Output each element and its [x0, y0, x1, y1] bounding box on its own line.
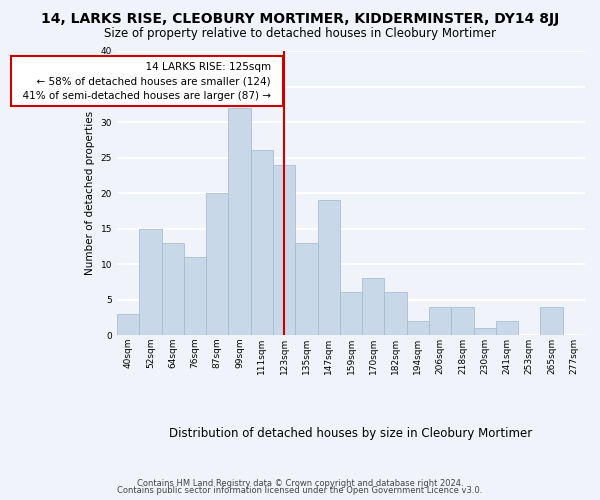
Bar: [206, 193, 229, 335]
Bar: [407, 321, 429, 335]
Bar: [496, 321, 518, 335]
Bar: [385, 292, 407, 335]
Text: 14 LARKS RISE: 125sqm  
  ← 58% of detached houses are smaller (124)  
  41% of : 14 LARKS RISE: 125sqm ← 58% of detached …: [16, 62, 278, 102]
Y-axis label: Number of detached properties: Number of detached properties: [85, 111, 95, 275]
Text: 14, LARKS RISE, CLEOBURY MORTIMER, KIDDERMINSTER, DY14 8JJ: 14, LARKS RISE, CLEOBURY MORTIMER, KIDDE…: [41, 12, 559, 26]
Text: Contains HM Land Registry data © Crown copyright and database right 2024.: Contains HM Land Registry data © Crown c…: [137, 478, 463, 488]
Bar: [139, 228, 161, 335]
Bar: [251, 150, 273, 335]
Bar: [317, 200, 340, 335]
Bar: [184, 257, 206, 335]
Bar: [473, 328, 496, 335]
Bar: [229, 108, 251, 335]
Bar: [541, 306, 563, 335]
Bar: [340, 292, 362, 335]
Bar: [429, 306, 451, 335]
X-axis label: Distribution of detached houses by size in Cleobury Mortimer: Distribution of detached houses by size …: [169, 427, 533, 440]
Bar: [295, 242, 317, 335]
Bar: [117, 314, 139, 335]
Bar: [451, 306, 473, 335]
Bar: [362, 278, 385, 335]
Text: Contains public sector information licensed under the Open Government Licence v3: Contains public sector information licen…: [118, 486, 482, 495]
Text: Size of property relative to detached houses in Cleobury Mortimer: Size of property relative to detached ho…: [104, 28, 496, 40]
Bar: [273, 164, 295, 335]
Bar: [161, 242, 184, 335]
